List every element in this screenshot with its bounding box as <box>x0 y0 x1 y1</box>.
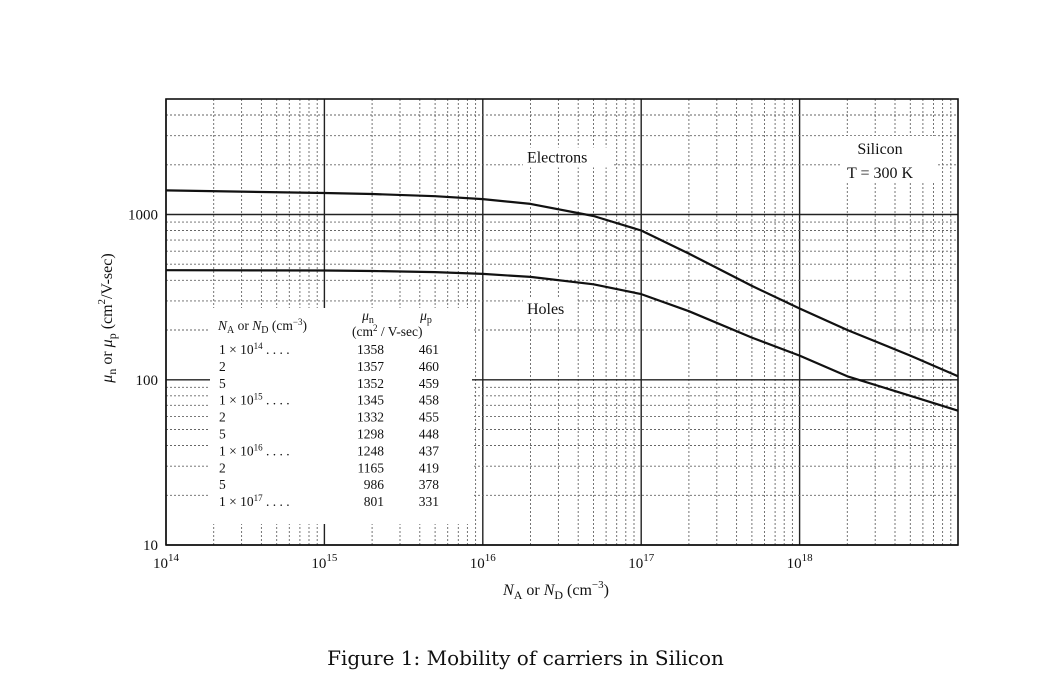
y-tick-labels: 10 100 1000 <box>128 208 158 554</box>
table-cell-mu-p: 461 <box>419 342 439 357</box>
table-cell-mu-n: 986 <box>364 477 385 492</box>
series-label-bg <box>522 298 576 319</box>
x-tick-label: 1017 <box>628 552 655 572</box>
y-label-sub1: n <box>105 369 119 375</box>
series-label-electrons: Electrons <box>527 149 587 166</box>
th-u-end: / V-sec) <box>378 324 423 339</box>
th-unit-exp: −3 <box>293 317 303 327</box>
table-cell-concentration: 5 <box>219 427 226 442</box>
x-label-or: or <box>522 582 543 599</box>
th-sub1: A <box>227 325 235 336</box>
table-header-concentration: NA or ND (cm−3) <box>217 317 307 336</box>
x-tick-labels: 1014 1015 1016 1017 1018 <box>153 552 813 572</box>
x-label-n2: N <box>543 582 556 599</box>
table-cell-mu-p: 437 <box>419 443 440 458</box>
y-label-mu2: μ <box>99 339 116 348</box>
table-cell-mu-p: 331 <box>419 494 439 509</box>
th-unit-end: ) <box>302 318 307 333</box>
table-cell-mu-p: 458 <box>419 393 440 408</box>
y-label-unit-exp: 2 <box>96 299 108 305</box>
x-tick-label: 1015 <box>311 552 338 572</box>
table-rows: 1 × 1014 . . . . 1358 461 2 1357 460 5 1352 459 1… <box>219 341 439 509</box>
x-tick-label: 1018 <box>787 552 814 572</box>
table-cell-mu-n: 801 <box>364 494 384 509</box>
table-cell-mu-p: 460 <box>419 359 440 374</box>
y-axis-label: μn or μp (cm2/V-sec) <box>96 253 119 383</box>
table-header-mu-p: μp <box>419 308 432 326</box>
th-n1: N <box>217 318 228 333</box>
x-label-unit-exp: −3 <box>592 579 604 591</box>
table-cell-mu-p: 448 <box>419 427 440 442</box>
x-tick-label: 1016 <box>470 552 497 572</box>
x-label-sub1: A <box>514 588 523 602</box>
curves: Electrons Holes <box>165 147 959 412</box>
th-or: or <box>234 318 252 333</box>
x-axis-label: NA or ND (cm−3) <box>502 579 609 602</box>
series-line-electrons <box>165 189 959 378</box>
table-cell-concentration: 2 <box>219 460 226 475</box>
material-annotation: Silicon <box>857 141 902 158</box>
table-cell-concentration: 1 × 1017 . . . . <box>219 493 290 509</box>
table-cell-concentration: 1 × 1014 . . . . <box>219 341 290 357</box>
series-label-bg <box>522 147 612 168</box>
y-label-unit-start: (cm <box>99 304 116 333</box>
table-cell-mu-n: 1357 <box>357 359 384 374</box>
table-cell-mu-n: 1165 <box>358 460 385 475</box>
y-tick-label: 100 <box>136 373 159 389</box>
table-cell-mu-n: 1358 <box>357 342 384 357</box>
data-table: NA or ND (cm−3) μn μp (cm2 / V-sec) 1 × … <box>217 308 439 509</box>
temperature-annotation: T = 300 K <box>847 165 914 182</box>
table-cell-concentration: 1 × 1015 . . . . <box>219 392 290 408</box>
table-cell-concentration: 1 × 1016 . . . . <box>219 442 290 458</box>
series-line-holes <box>165 269 959 412</box>
x-tick-label: 1014 <box>153 552 180 572</box>
th-unit-start: (cm <box>269 318 294 333</box>
y-label-unit-end: /V-sec) <box>99 253 116 299</box>
figure-caption: Figure 1: Mobility of carriers in Silico… <box>327 646 724 670</box>
th-u-exp: 2 <box>373 323 378 333</box>
x-label-unit-start: (cm <box>563 582 592 599</box>
table-cell-concentration: 5 <box>219 477 226 492</box>
table-cell-concentration: 5 <box>219 376 226 391</box>
x-label-unit-end: ) <box>604 582 609 599</box>
table-header-unit: (cm2 / V-sec) <box>352 323 423 339</box>
y-label-mu1: μ <box>99 375 116 384</box>
th-mu-p: μ <box>419 308 427 323</box>
plot-frame <box>165 98 959 546</box>
table-cell-mu-n: 1352 <box>357 376 384 391</box>
table-cell-mu-n: 1345 <box>357 393 384 408</box>
table-cell-mu-n: 1332 <box>357 410 384 425</box>
th-mu-n-sub: n <box>369 315 374 326</box>
table-cell-mu-p: 459 <box>419 376 440 391</box>
table-header-mu-n: μn <box>361 308 374 326</box>
y-label-or: or <box>99 347 116 368</box>
x-label-sub2: D <box>554 588 563 602</box>
th-u-start: (cm <box>352 324 373 339</box>
material-annotation-bg <box>840 136 936 182</box>
series-label-holes: Holes <box>527 301 564 318</box>
y-tick-label: 10 <box>143 538 158 554</box>
y-tick-label: 1000 <box>128 208 158 224</box>
table-cell-mu-n: 1248 <box>357 443 384 458</box>
th-mu-p-sub: p <box>427 315 432 326</box>
table-cell-mu-p: 378 <box>419 477 440 492</box>
table-cell-concentration: 2 <box>219 359 226 374</box>
table-cell-mu-n: 1298 <box>357 427 384 442</box>
data-table-bg <box>210 308 472 524</box>
y-label-sub2: p <box>105 333 119 339</box>
x-label-n1: N <box>502 582 515 599</box>
th-n2: N <box>251 318 262 333</box>
th-mu-n: μ <box>361 308 369 323</box>
th-sub2: D <box>261 325 268 336</box>
table-cell-concentration: 2 <box>219 410 226 425</box>
table-cell-mu-p: 419 <box>419 460 440 475</box>
table-cell-mu-p: 455 <box>419 410 440 425</box>
